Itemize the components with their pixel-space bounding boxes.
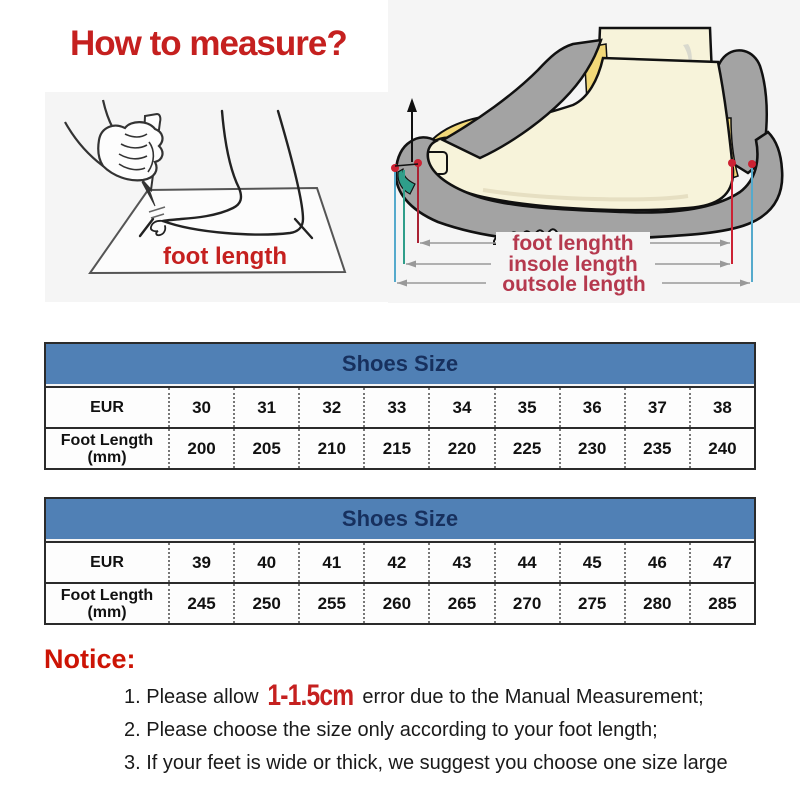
size-cell: 32 (298, 388, 363, 427)
measurement-lines: foot lenghth insole length outsole lengt… (391, 98, 756, 296)
length-cell: 215 (363, 429, 428, 468)
row-header: EUR (90, 554, 124, 571)
foot-outline (138, 109, 314, 240)
foot-length-dimension-label: foot lenghth (512, 232, 633, 255)
length-cell: 210 (298, 429, 363, 468)
shoe-front-collar (440, 38, 603, 160)
length-cell: 250 (233, 584, 298, 623)
length-cell: 225 (493, 429, 559, 468)
size-cell: 46 (623, 543, 689, 582)
notice-item-1: 1. Please allow 1-1.5cm error due to the… (124, 681, 774, 714)
size-cell: 38 (688, 388, 754, 427)
length-cell: 280 (623, 584, 689, 623)
table-row-eur: EUR 30 31 32 33 34 35 36 37 38 (46, 386, 754, 427)
notice-title: Notice: (44, 644, 136, 674)
size-cell: 36 (558, 388, 624, 427)
outsole-length-dimension-label: outsole length (502, 273, 646, 296)
shoe-cross-section-diagram: foot lenghth insole length outsole lengt… (388, 0, 800, 303)
size-cell: 45 (558, 543, 624, 582)
length-cell: 265 (428, 584, 493, 623)
row-header: Foot Length (mm) (60, 431, 154, 466)
insole-length-dimension-label: insole length (508, 253, 638, 276)
row-header: EUR (90, 399, 124, 416)
length-cell: 260 (363, 584, 428, 623)
size-cell: 43 (428, 543, 493, 582)
foot-measuring-illustration: foot length (45, 92, 390, 302)
size-cell: 35 (493, 388, 559, 427)
length-cell: 235 (623, 429, 689, 468)
length-cell: 270 (493, 584, 559, 623)
length-cell: 200 (168, 429, 233, 468)
table-row-foot-length: Foot Length (mm) 200 205 210 215 220 225… (46, 427, 754, 468)
notice-item-3: 3. If your feet is wide or thick, we sug… (124, 752, 728, 774)
size-cell: 42 (363, 543, 428, 582)
size-cell: 37 (623, 388, 689, 427)
table-row-eur: EUR 39 40 41 42 43 44 45 46 47 (46, 541, 754, 582)
size-cell: 33 (363, 388, 428, 427)
length-cell: 205 (233, 429, 298, 468)
size-cell: 44 (493, 543, 559, 582)
notice-item-1-suffix: error due to the Manual Measurement; (356, 686, 704, 708)
row-header: Foot Length (mm) (60, 586, 154, 621)
size-cell: 34 (428, 388, 493, 427)
size-cell: 47 (688, 543, 754, 582)
size-table-title: Shoes Size (46, 499, 754, 541)
foot-shading (482, 188, 689, 202)
notice-item-1-prefix: 1. Please allow (124, 686, 265, 708)
notice-item-2: 2. Please choose the size only according… (124, 719, 658, 741)
length-cell: 275 (558, 584, 624, 623)
page-title: How to measure? (70, 24, 348, 63)
notice-item-1-highlight: 1-1.5cm (267, 679, 355, 712)
size-table-eur-30-38: Shoes Size EUR 30 31 32 33 34 35 36 37 3… (44, 342, 756, 470)
hand-with-pen (64, 99, 166, 219)
size-table-title: Shoes Size (46, 344, 754, 386)
paper-sheet (88, 186, 347, 275)
size-cell: 39 (168, 543, 233, 582)
notice-section: Notice: 1. Please allow 1-1.5cm error du… (44, 644, 774, 780)
length-cell: 230 (558, 429, 624, 468)
length-cell: 255 (298, 584, 363, 623)
size-cell: 41 (298, 543, 363, 582)
length-cell: 285 (688, 584, 754, 623)
foot-length-label: foot length (163, 243, 287, 270)
size-cell: 40 (233, 543, 298, 582)
length-cell: 245 (168, 584, 233, 623)
length-cell: 240 (688, 429, 754, 468)
size-table-eur-39-47: Shoes Size EUR 39 40 41 42 43 44 45 46 4… (44, 497, 756, 625)
size-cell: 31 (233, 388, 298, 427)
length-cell: 220 (428, 429, 493, 468)
table-row-foot-length: Foot Length (mm) 245 250 255 260 265 270… (46, 582, 754, 623)
size-cell: 30 (168, 388, 233, 427)
